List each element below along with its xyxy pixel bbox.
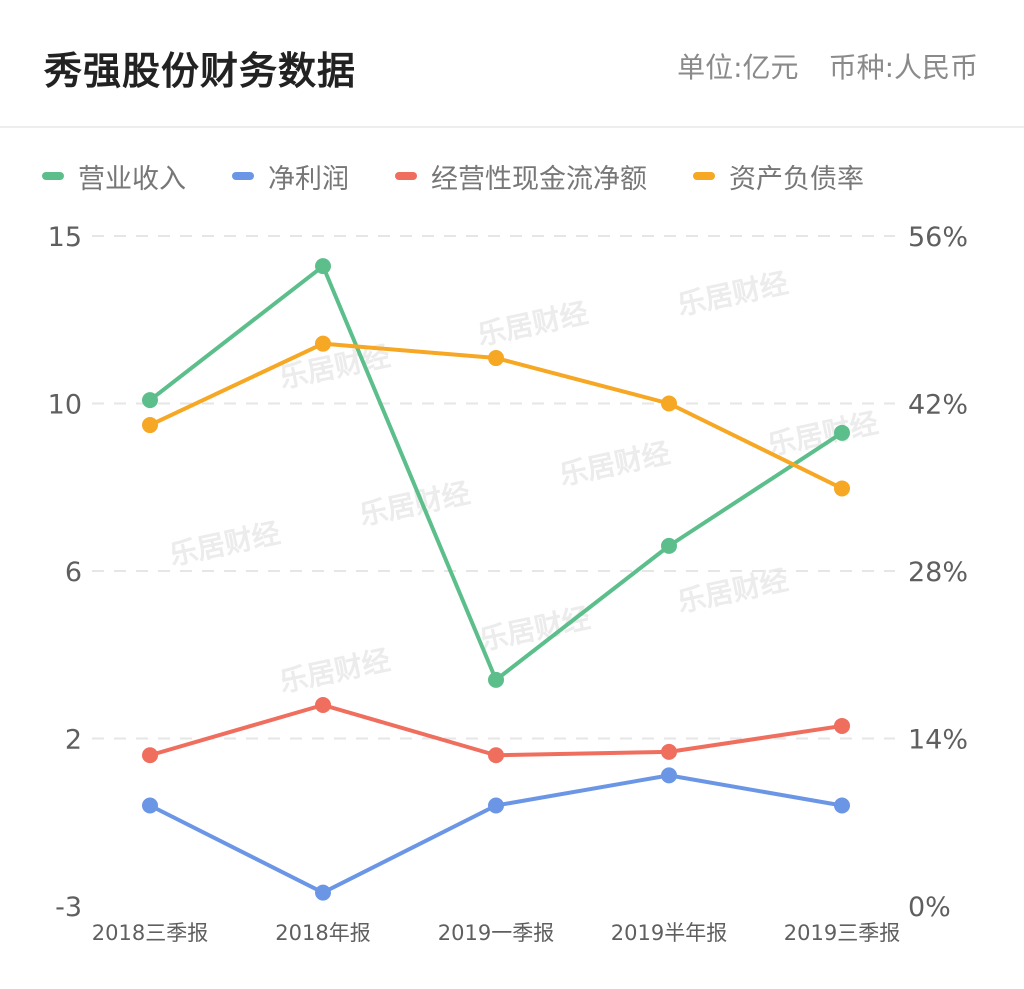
data-point (142, 392, 158, 409)
data-point (834, 424, 850, 441)
legend-item-debt-ratio[interactable]: 资产负债率 (693, 157, 864, 196)
legend-item-revenue[interactable]: 营业收入 (42, 157, 186, 196)
y-tick-right: 42% (908, 390, 968, 421)
legend-swatch (395, 172, 417, 180)
watermark: 乐居财经 (167, 516, 283, 572)
watermark: 乐居财经 (475, 296, 591, 352)
page-title: 秀强股份财务数据 (44, 49, 357, 93)
data-point (142, 417, 158, 434)
data-point (315, 335, 331, 352)
y-tick-left: 10 (48, 390, 82, 421)
data-point (834, 717, 850, 734)
series-line-1 (149, 773, 843, 895)
chart-legend: 营业收入 净利润 经营性现金流净额 资产负债率 (42, 156, 910, 196)
y-tick-right: 0% (908, 892, 951, 923)
x-tick-label: 2018年报 (275, 921, 370, 945)
data-point (488, 747, 504, 764)
x-tick-label: 2019三季报 (784, 921, 900, 945)
data-point (834, 797, 850, 814)
data-point (488, 797, 504, 814)
legend-label: 资产负债率 (729, 163, 864, 195)
watermark: 乐居财经 (277, 643, 393, 699)
legend-swatch (693, 172, 715, 180)
y-tick-left: -3 (55, 892, 82, 923)
currency-label: 币种:人民币 (828, 51, 978, 84)
x-tick-label: 2018三季报 (92, 921, 208, 945)
legend-swatch (232, 172, 254, 180)
y-tick-right: 28% (908, 557, 968, 588)
y-tick-left: 15 (48, 222, 82, 253)
header: 秀强股份财务数据 单位:亿元 币种:人民币 (0, 0, 1024, 128)
data-point (315, 697, 331, 713)
data-point (315, 258, 331, 275)
data-point (315, 884, 331, 901)
legend-label: 营业收入 (78, 163, 186, 195)
data-point (488, 671, 504, 688)
watermark: 乐居财经 (675, 266, 791, 322)
legend-label: 经营性现金流净额 (431, 163, 647, 195)
y-tick-right: 14% (908, 725, 968, 756)
legend-label: 净利润 (268, 163, 349, 195)
watermark: 乐居财经 (765, 406, 881, 462)
watermark: 乐居财经 (557, 436, 673, 492)
legend-item-net-profit[interactable]: 净利润 (232, 157, 349, 196)
x-tick-label: 2019半年报 (611, 921, 727, 945)
data-point (488, 350, 504, 367)
data-point (661, 743, 677, 760)
data-point (834, 480, 850, 497)
unit-info: 单位:亿元 币种:人民币 (677, 46, 978, 86)
data-point (142, 747, 158, 764)
data-point (661, 767, 677, 784)
data-point (142, 797, 158, 814)
legend-swatch (42, 172, 64, 180)
data-point (661, 395, 677, 412)
y-tick-left: 6 (65, 557, 82, 588)
x-tick-label: 2019一季报 (438, 921, 554, 945)
y-tick-left: 2 (65, 725, 82, 756)
y-tick-right: 56% (908, 222, 968, 253)
data-point (661, 537, 677, 554)
legend-item-cash-flow[interactable]: 经营性现金流净额 (395, 157, 647, 196)
unit-label: 单位:亿元 (677, 51, 799, 84)
